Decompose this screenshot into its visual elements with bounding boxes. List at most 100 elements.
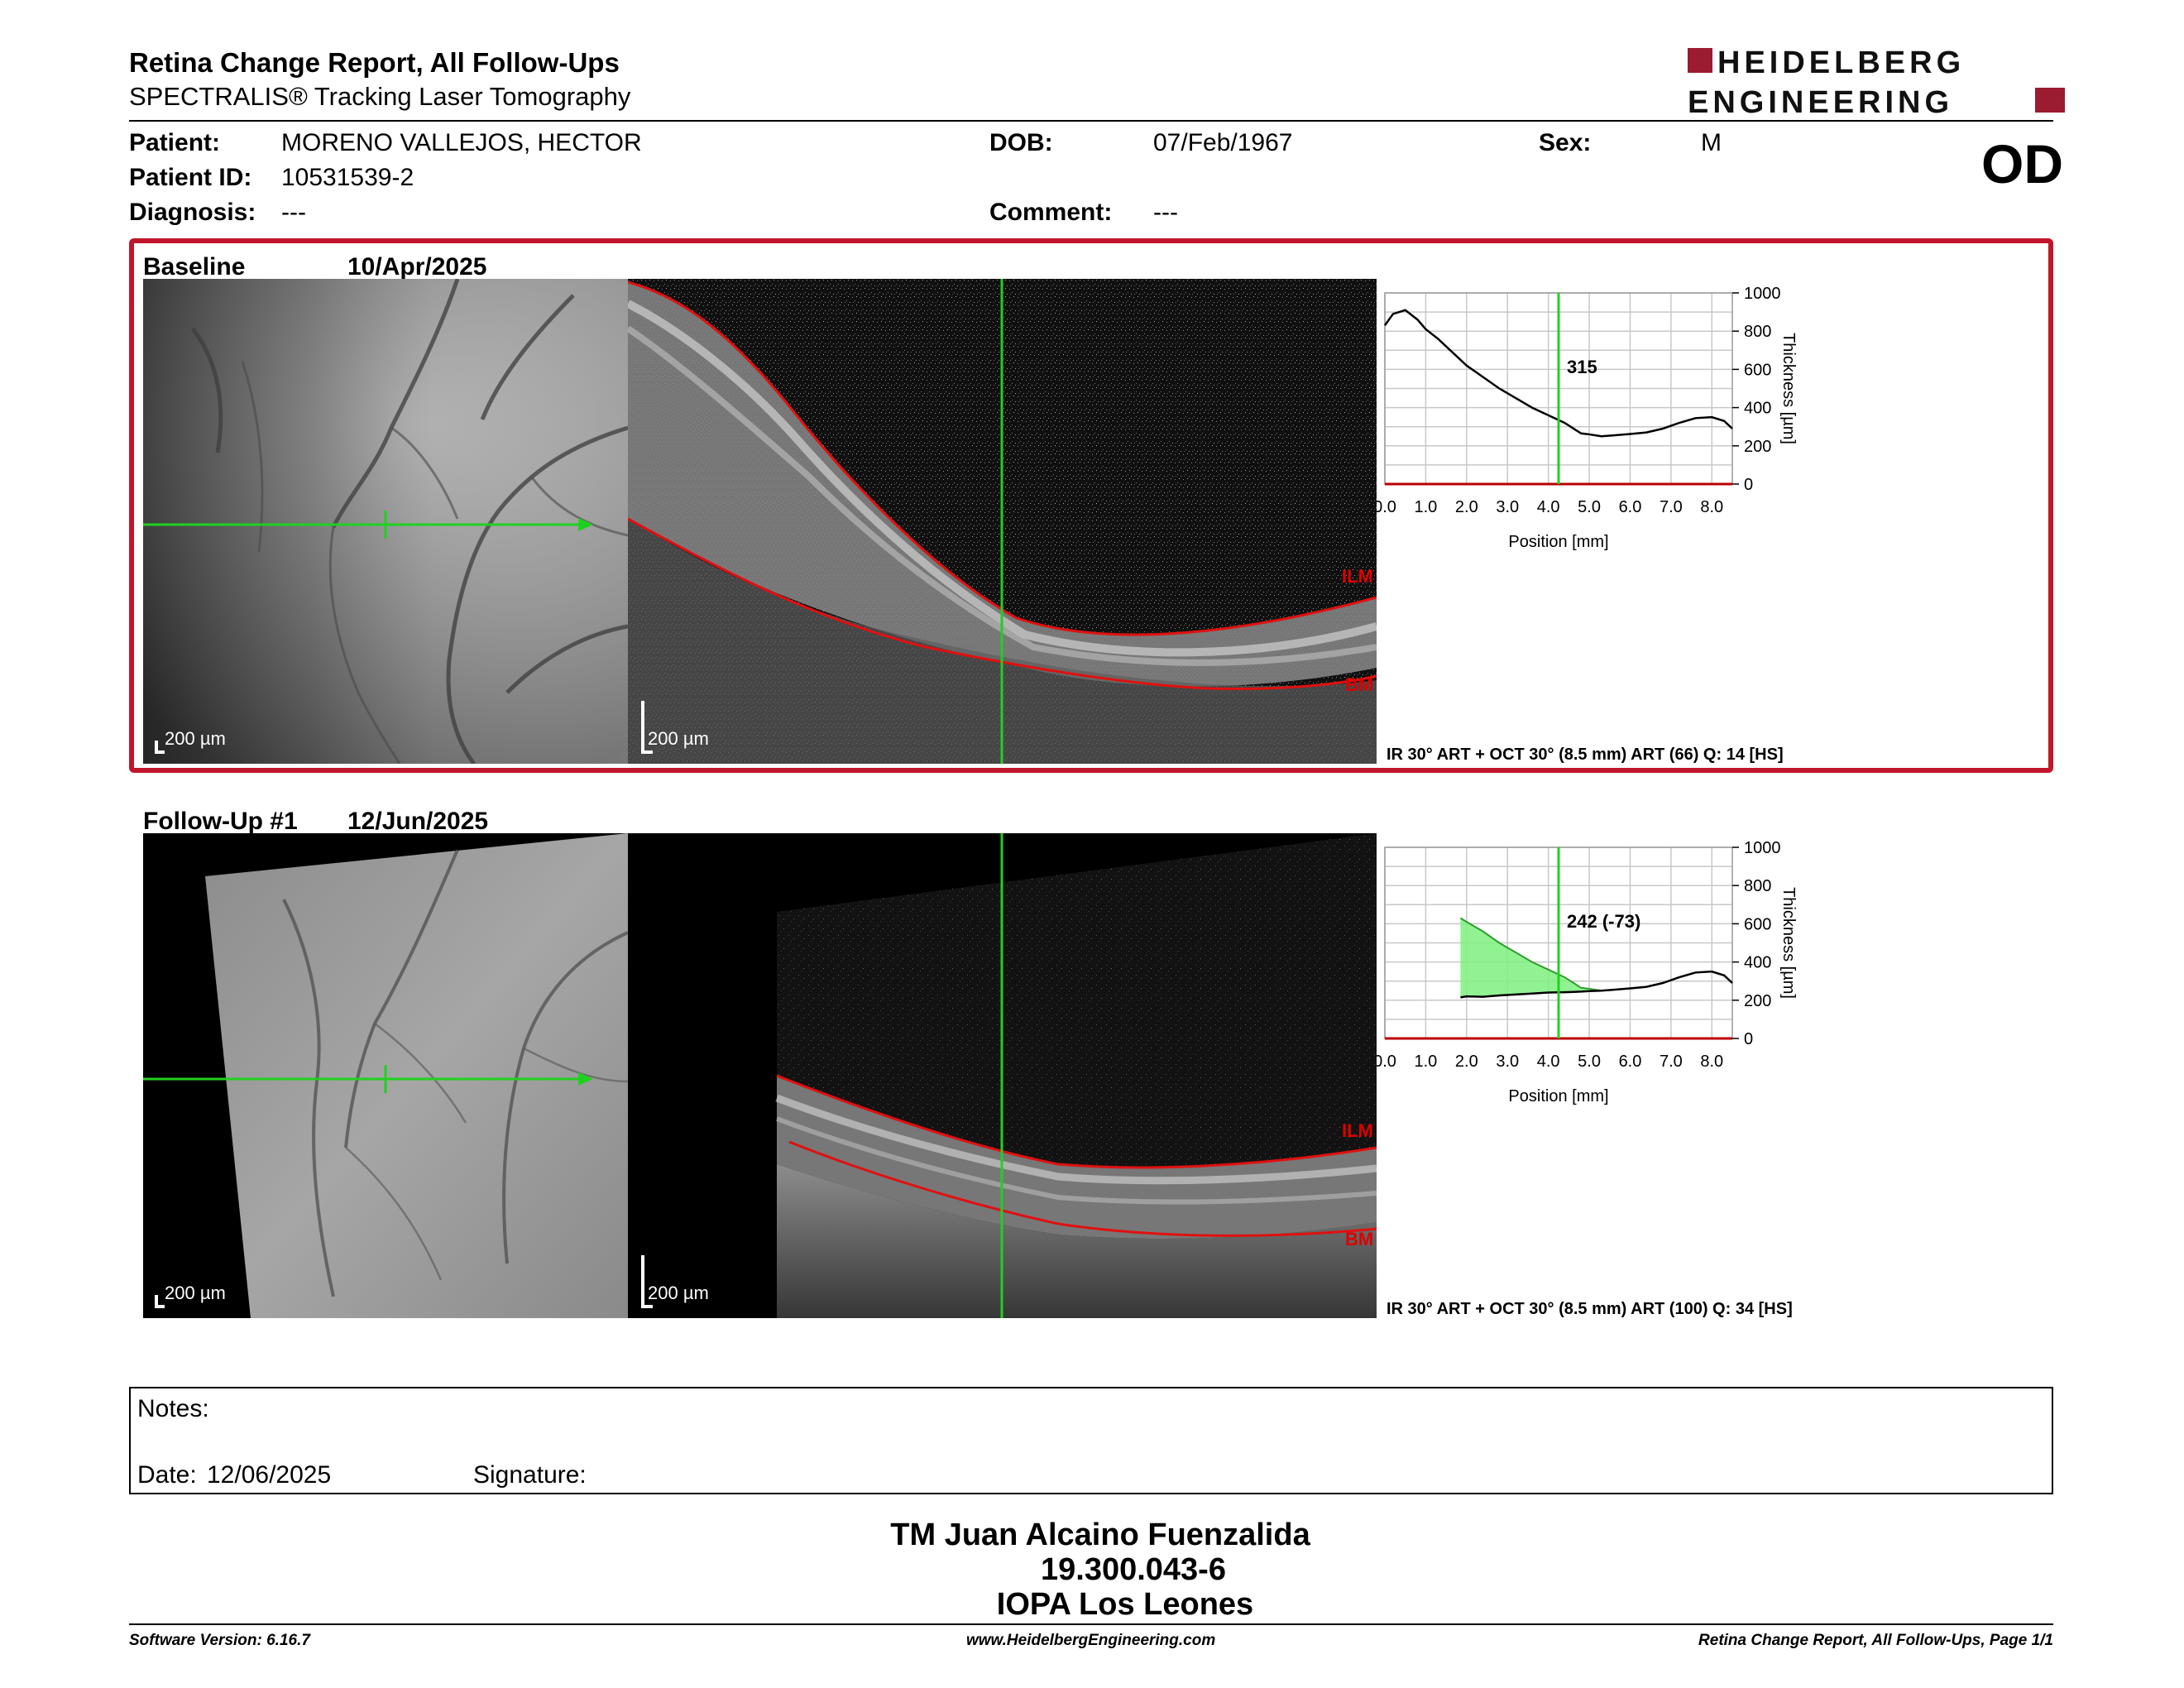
x-tick-label: 7.0 (1660, 1053, 1683, 1071)
x-tick-label: 1.0 (1415, 1053, 1438, 1071)
baseline-oct-scale-label: 200 µm (648, 728, 709, 749)
logo-block-top (1688, 48, 1712, 73)
baseline-bm-tag: BM (1345, 674, 1374, 695)
y-tick-label: 1000 (1744, 285, 1781, 303)
notes-label: Notes: (137, 1395, 209, 1422)
website-link[interactable]: www.HeidelbergEngineering.com (966, 1632, 1216, 1649)
dob-value: 07/Feb/1967 (1153, 129, 1293, 156)
x-tick-label: 1.0 (1415, 498, 1438, 516)
sex-value: M (1701, 129, 1722, 156)
position-marker-value: 242 (-73) (1567, 911, 1640, 932)
x-tick-label: 5.0 (1578, 498, 1601, 516)
x-tick-label: 0.0 (1377, 498, 1396, 516)
baseline-oct-scalebar (641, 701, 653, 754)
report-subtitle: SPECTRALIS® Tracking Laser Tomography (129, 82, 631, 111)
baseline-fundus-image[interactable]: 200 µm (143, 279, 628, 764)
followup-bm-line (788, 1140, 1377, 1237)
y-tick-label: 800 (1744, 877, 1771, 895)
logo-text-bottom: ENGINEERING (1688, 85, 1953, 119)
baseline-date: 10/Apr/2025 (347, 253, 487, 281)
logo-text-top: HEIDELBERG (1717, 46, 1965, 80)
patient-name: MORENO VALLEJOS, HECTOR (281, 129, 642, 156)
baseline-oct-bscan[interactable]: ILM BM 200 µm (628, 279, 1377, 764)
y-tick-label: 1000 (1744, 839, 1781, 857)
x-tick-label: 7.0 (1660, 498, 1683, 516)
y-tick-label: 0 (1744, 1030, 1753, 1048)
comment-value: --- (1153, 199, 1178, 226)
signatory-institution: IOPA Los Leones (996, 1587, 1254, 1622)
followup-label: Follow-Up #1 (143, 808, 298, 835)
signatory-id: 19.300.043-6 (1041, 1552, 1226, 1587)
followup-ilm-line (776, 1074, 1377, 1169)
x-axis-label: Position [mm] (1508, 1087, 1608, 1105)
x-tick-label: 8.0 (1700, 1053, 1723, 1071)
followup-caption: IR 30° ART + OCT 30° (8.5 mm) ART (100) … (1387, 1300, 1793, 1318)
baseline-thickness-chart: 0 200 400 600 800 1000 0.0 1.0 2.0 3.0 4.0 5.0 6.0 7.… (1377, 285, 1798, 551)
report-title: Retina Change Report, All Follow-Ups (129, 47, 620, 78)
followup-fundus-scale-label: 200 µm (165, 1283, 226, 1303)
baseline-fundus-scalebar (155, 741, 165, 754)
sex-label: Sex: (1539, 129, 1592, 156)
x-tick-label: 8.0 (1700, 498, 1723, 516)
diagnosis-value: --- (281, 199, 306, 226)
y-tick-label: 400 (1744, 400, 1771, 418)
x-tick-label: 5.0 (1578, 1053, 1601, 1071)
baseline-ilm-line (628, 281, 1377, 636)
followup-oct-scalebar (641, 1255, 653, 1308)
diagnosis-label: Diagnosis: (129, 199, 256, 226)
baseline-caption: IR 30° ART + OCT 30° (8.5 mm) ART (66) Q… (1387, 746, 1784, 764)
patient-id-label: Patient ID: (129, 164, 252, 191)
baseline-bm-line (628, 517, 1377, 691)
y-tick-label: 0 (1744, 476, 1753, 494)
patient-id: 10531539-2 (281, 164, 414, 191)
followup-thickness-line (1460, 970, 1733, 999)
followup-oct-scale-label: 200 µm (648, 1283, 709, 1303)
x-tick-label: 2.0 (1455, 1053, 1478, 1071)
signature-label: Signature: (473, 1461, 587, 1489)
y-axis-label: Thickness [µm] (1779, 333, 1798, 444)
logo-block-bottom (2035, 88, 2065, 113)
x-axis-label: Position [mm] (1508, 533, 1608, 551)
eye-indicator: OD (1981, 133, 2063, 194)
followup-fundus-scalebar (155, 1295, 165, 1308)
followup-oct-bscan[interactable]: ILM BM 200 µm (628, 833, 1377, 1318)
notes-box[interactable]: Notes: Date: 12/06/2025 Signature: (129, 1387, 2053, 1494)
x-tick-label: 4.0 (1537, 1053, 1560, 1071)
baseline-label: Baseline (143, 253, 246, 281)
signatory-name: TM Juan Alcaino Fuenzalida (890, 1518, 1310, 1552)
thickness-line (1383, 309, 1733, 438)
notes-date-label: Date: (137, 1461, 197, 1489)
y-tick-label: 800 (1744, 323, 1771, 341)
header-rule (129, 120, 2053, 122)
heidelberg-logo: HEIDELBERG ENGINEERING (1688, 46, 2065, 119)
position-marker-value: 315 (1567, 357, 1597, 377)
y-axis-label: Thickness [µm] (1779, 887, 1798, 999)
comment-label: Comment: (989, 199, 1113, 226)
y-tick-label: 600 (1744, 915, 1771, 933)
x-tick-label: 2.0 (1455, 498, 1478, 516)
patient-label: Patient: (129, 129, 221, 156)
followup-bm-tag: BM (1345, 1229, 1374, 1249)
y-tick-label: 600 (1744, 361, 1771, 379)
x-tick-label: 3.0 (1496, 1053, 1519, 1071)
baseline-fundus-scale-label: 200 µm (165, 728, 226, 749)
notes-date-value: 12/06/2025 (207, 1461, 332, 1489)
baseline-highlight-box (129, 238, 2053, 773)
x-tick-label: 4.0 (1537, 498, 1560, 516)
x-tick-label: 3.0 (1496, 498, 1519, 516)
baseline-ilm-tag: ILM (1342, 566, 1373, 587)
footer-rule (129, 1623, 2053, 1625)
followup-thickness-chart: 0 200 400 600 800 1000 0.0 1.0 2.0 3.0 4.0 5.0 6.0 7.… (1377, 839, 1798, 1105)
x-tick-label: 0.0 (1377, 1053, 1396, 1071)
x-tick-label: 6.0 (1619, 498, 1642, 516)
y-tick-label: 400 (1744, 954, 1771, 972)
dob-label: DOB: (989, 129, 1053, 156)
followup-date: 12/Jun/2025 (347, 808, 489, 835)
page-info: Retina Change Report, All Follow-Ups, Pa… (1698, 1632, 2053, 1649)
followup-fundus-image[interactable]: 200 µm (143, 833, 628, 1318)
thickness-change-area (1460, 918, 1732, 998)
software-version: Software Version: 6.16.7 (129, 1632, 310, 1649)
followup-ilm-tag: ILM (1342, 1120, 1373, 1141)
y-tick-label: 200 (1744, 438, 1771, 456)
y-tick-label: 200 (1744, 992, 1771, 1010)
